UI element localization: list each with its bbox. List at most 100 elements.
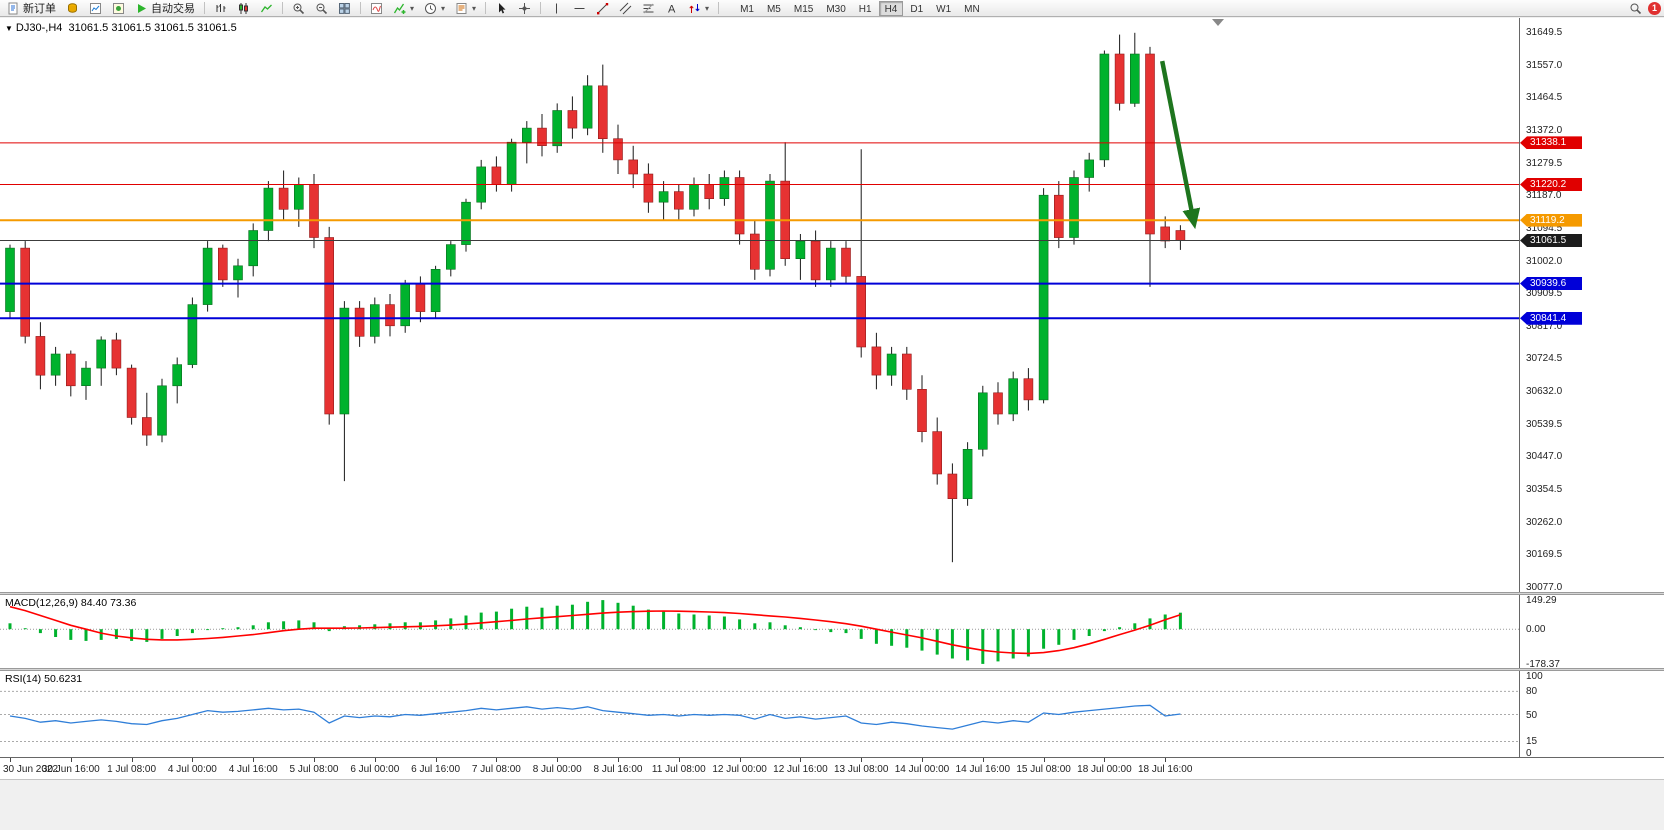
timeframe-button-MN[interactable]: MN xyxy=(964,3,980,15)
bull-candle xyxy=(461,201,471,245)
ohlc-values: 31061.5 31061.5 31061.5 31061.5 xyxy=(68,22,237,34)
timeframe-button-M5[interactable]: M5 xyxy=(766,3,781,15)
price-tick: 30169.5 xyxy=(1526,549,1563,561)
time-label: 13 Jul 08:00 xyxy=(833,764,889,775)
rsi-panel[interactable]: RSI(14) 50.6231 xyxy=(0,671,1519,757)
macd-axis-tick: -178.37 xyxy=(1526,659,1560,670)
bear-candle xyxy=(1054,194,1064,238)
zoom-out-button[interactable] xyxy=(311,1,332,16)
price-tick: 31187.0 xyxy=(1526,190,1562,202)
timeframe-button-M15[interactable]: M15 xyxy=(793,3,814,15)
bear-candle xyxy=(1023,378,1034,401)
bull-candle xyxy=(172,364,182,387)
bear-candle xyxy=(354,307,365,337)
zoom-out-icon xyxy=(316,3,328,14)
bear-candle xyxy=(66,353,76,387)
price-tick: 30354.5 xyxy=(1526,484,1563,496)
timeframe-button-D1[interactable]: D1 xyxy=(910,3,924,15)
timeframe-button-H4[interactable]: H4 xyxy=(878,0,904,16)
bar-chart-type-button[interactable] xyxy=(210,1,231,16)
bear-candle xyxy=(932,431,943,475)
zoom-in-button[interactable] xyxy=(288,1,309,16)
channel-icon xyxy=(619,2,632,14)
svg-text:A: A xyxy=(668,3,676,15)
channel-tool-button[interactable] xyxy=(615,1,636,16)
bull-candle xyxy=(1008,378,1019,415)
bear-candle xyxy=(673,191,684,210)
down-arrow-annotation xyxy=(1159,60,1201,230)
indicators-icon xyxy=(371,2,382,14)
rsi-value: 50.6231 xyxy=(44,673,83,685)
chevron-down-icon: ▾ xyxy=(705,3,710,13)
trendline-tool-button[interactable] xyxy=(592,1,613,16)
time-tick xyxy=(982,758,984,762)
price-flag: 31220.2 xyxy=(1520,178,1582,192)
bull-candle xyxy=(658,191,669,203)
rsi-axis-tick: 50 xyxy=(1526,709,1538,721)
candlestick-type-button[interactable] xyxy=(233,1,254,16)
price-tick: 31094.5 xyxy=(1526,222,1563,234)
bear-candle xyxy=(643,173,654,203)
line-chart-type-button[interactable] xyxy=(256,1,277,16)
price-flag: 31119.2 xyxy=(1520,213,1582,227)
bull-candle xyxy=(96,339,106,369)
main-chart[interactable]: ▼ DJ30-,H4 31061.5 31061.5 31061.5 31061.… xyxy=(0,18,1519,592)
market-watch-button[interactable] xyxy=(62,1,83,16)
fibonacci-tool-button[interactable] xyxy=(638,1,659,16)
price-flag: 30841.4 xyxy=(1520,311,1582,325)
bear-candle xyxy=(613,138,623,161)
status-area xyxy=(0,779,1664,830)
price-tick: 30077.0 xyxy=(1526,582,1563,593)
arrows-tool-button[interactable]: ▾ xyxy=(684,1,713,16)
time-tick xyxy=(496,758,498,762)
navigator-button[interactable] xyxy=(108,1,129,16)
time-tick xyxy=(618,758,619,762)
macd-panel[interactable]: MACD(12,26,9) 84.40 73.36 xyxy=(0,595,1519,668)
bear-candle xyxy=(1114,53,1125,104)
price-tick: 30724.5 xyxy=(1526,353,1563,365)
time-label: 7 Jul 08:00 xyxy=(471,764,521,775)
bear-candle xyxy=(810,240,821,281)
bull-candle xyxy=(719,177,730,200)
new-order-button[interactable]: 新订单 xyxy=(3,1,60,16)
timeframe-group: M1 M5 M15 M30 H1 H4 D1 W1 MN xyxy=(734,0,986,16)
bull-candle xyxy=(400,283,411,327)
tile-windows-icon xyxy=(339,2,350,14)
horizontal-line-tool-button[interactable] xyxy=(569,1,590,16)
indicators-list-button[interactable] xyxy=(366,1,387,16)
auto-trading-label: 自动交易 xyxy=(151,3,195,15)
time-label: 12 Jul 16:00 xyxy=(773,764,828,775)
bear-candle xyxy=(537,127,547,146)
bear-candle xyxy=(142,417,152,436)
panel-splitter[interactable] xyxy=(0,592,1664,595)
notification-badge[interactable]: 1 xyxy=(1648,1,1661,15)
line-chart-icon xyxy=(260,4,272,12)
tile-windows-button[interactable] xyxy=(334,1,355,16)
charts-button[interactable] xyxy=(85,1,106,16)
search-button[interactable] xyxy=(1625,1,1646,16)
text-tool-button[interactable]: A xyxy=(661,1,682,16)
timeframe-button-H1[interactable]: H1 xyxy=(858,3,872,15)
periods-button[interactable]: ▾ xyxy=(420,1,449,16)
fibonacci-icon xyxy=(643,3,654,13)
time-tick xyxy=(1043,758,1045,762)
price-axis[interactable]: 31649.5 31557.0 31464.5 31372.0 31279.5 31187… xyxy=(1519,18,1664,593)
time-label: 30 Jun 2022 xyxy=(3,764,59,775)
timeframe-button-M1[interactable]: M1 xyxy=(740,3,754,15)
time-axis[interactable]: 30 Jun 2022 30 Jun 16:00 1 Jul 08:00 4 Jul … xyxy=(0,757,1664,779)
price-tick: 30632.0 xyxy=(1526,386,1563,398)
bear-candle xyxy=(567,110,578,129)
time-label: 1 Jul 08:00 xyxy=(107,764,157,775)
cursor-tool-button[interactable] xyxy=(491,1,512,16)
timeframe-button-M30[interactable]: M30 xyxy=(826,3,846,15)
timeframe-button-W1[interactable]: W1 xyxy=(936,3,952,15)
crosshair-icon xyxy=(519,2,531,14)
macd-axis-tick: 0.00 xyxy=(1526,624,1546,636)
templates-button[interactable]: ▾ xyxy=(451,1,480,16)
panel-splitter[interactable] xyxy=(0,668,1664,671)
add-indicator-button[interactable]: ▾ xyxy=(389,1,418,16)
crosshair-tool-button[interactable] xyxy=(514,1,535,16)
time-label: 6 Jul 00:00 xyxy=(350,764,400,775)
auto-trading-button[interactable]: 自动交易 xyxy=(131,1,199,16)
vertical-line-tool-button[interactable] xyxy=(546,1,567,16)
